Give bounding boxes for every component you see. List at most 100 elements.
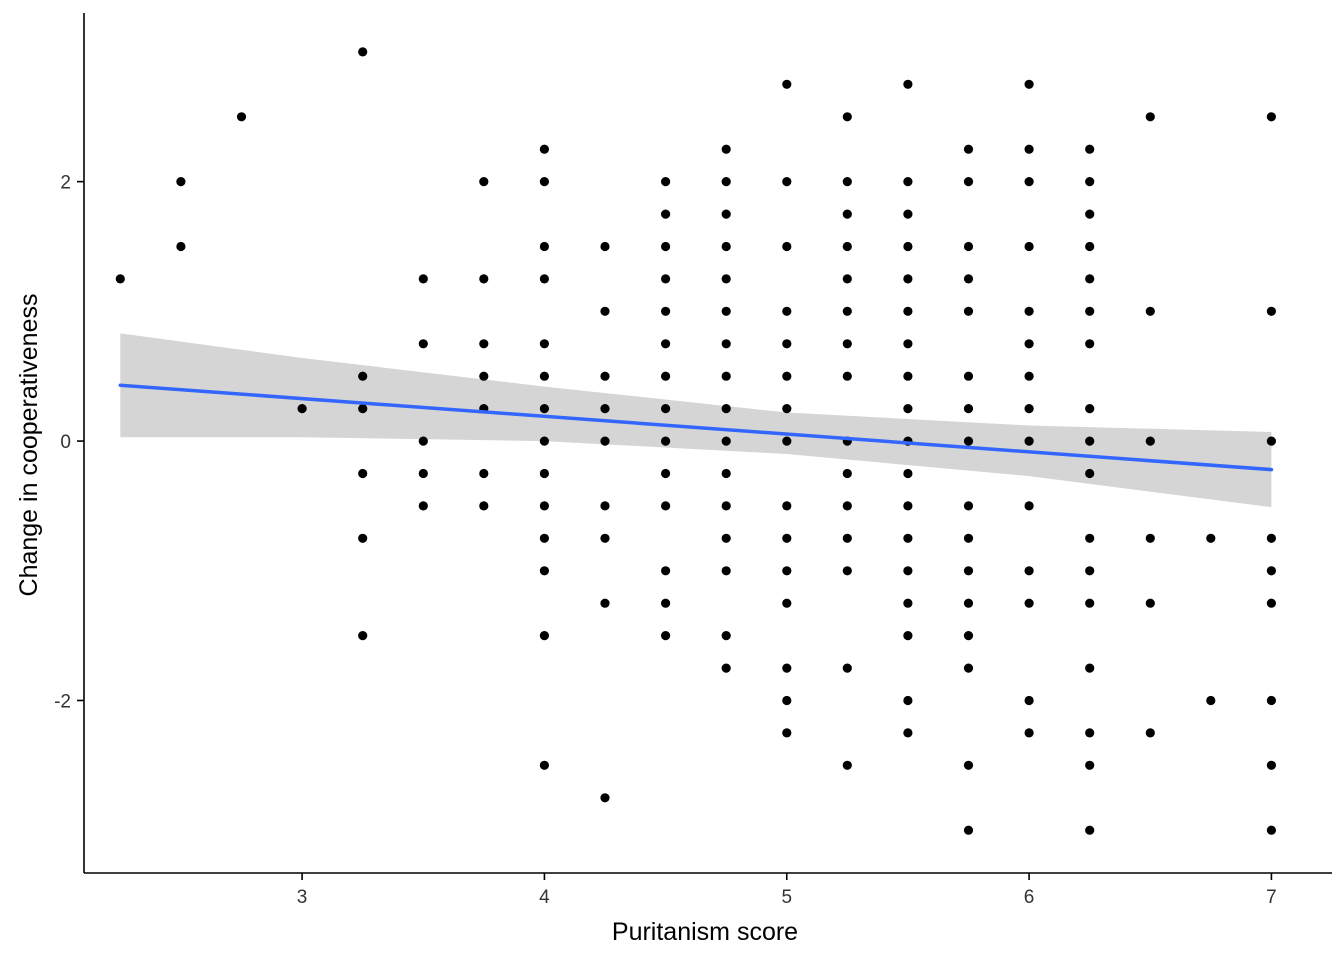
trend-line bbox=[118, 383, 1274, 472]
data-point bbox=[903, 404, 913, 414]
confidence-band bbox=[120, 333, 1272, 508]
data-point bbox=[842, 177, 852, 187]
data-point bbox=[539, 274, 550, 284]
data-point bbox=[1085, 728, 1095, 738]
data-point bbox=[1145, 533, 1155, 543]
data-point bbox=[963, 566, 974, 576]
data-point bbox=[539, 339, 550, 349]
data-point bbox=[539, 371, 550, 381]
data-point bbox=[903, 598, 913, 608]
data-point bbox=[1145, 112, 1155, 122]
data-point bbox=[782, 436, 792, 446]
data-point bbox=[721, 274, 731, 284]
x-tick-label: 5 bbox=[781, 887, 792, 908]
data-point bbox=[1024, 79, 1034, 89]
y-axis-title: Change in cooperativeness bbox=[15, 294, 43, 597]
data-point bbox=[600, 598, 610, 608]
data-point bbox=[479, 339, 489, 349]
data-point bbox=[236, 112, 247, 122]
data-point bbox=[963, 501, 974, 511]
data-point bbox=[479, 468, 489, 479]
data-point bbox=[1085, 436, 1095, 446]
data-point bbox=[963, 663, 974, 673]
data-point bbox=[1085, 566, 1095, 576]
data-point bbox=[1145, 436, 1155, 446]
data-point bbox=[963, 404, 974, 414]
data-point bbox=[1024, 339, 1034, 349]
data-point bbox=[1024, 241, 1034, 252]
data-point bbox=[842, 112, 852, 122]
data-point bbox=[782, 371, 792, 381]
data-point bbox=[903, 79, 913, 89]
x-tick-label: 7 bbox=[1266, 887, 1277, 908]
data-point bbox=[1266, 566, 1276, 576]
data-point bbox=[963, 598, 974, 608]
data-point bbox=[1085, 468, 1095, 479]
data-point bbox=[1024, 306, 1034, 316]
data-point bbox=[661, 306, 671, 316]
data-point bbox=[782, 79, 792, 89]
data-point bbox=[721, 631, 731, 641]
data-point bbox=[1085, 663, 1095, 673]
data-point bbox=[600, 241, 610, 252]
data-point bbox=[418, 339, 428, 349]
data-point bbox=[842, 468, 852, 479]
data-point bbox=[1145, 598, 1155, 608]
data-point bbox=[479, 371, 489, 381]
data-point bbox=[1206, 695, 1216, 706]
data-point bbox=[661, 177, 671, 187]
data-point bbox=[479, 177, 489, 187]
y-tick-label: 2 bbox=[60, 173, 71, 194]
x-tick-label: 3 bbox=[297, 887, 308, 908]
data-point bbox=[539, 144, 550, 154]
axes-layer: 3 4 5 6 7 -2 0 2 bbox=[54, 13, 1332, 908]
x-tick-label: 6 bbox=[1024, 887, 1035, 908]
data-point bbox=[782, 241, 792, 252]
data-point bbox=[539, 533, 550, 543]
data-point bbox=[782, 728, 792, 738]
data-point bbox=[1024, 177, 1034, 187]
data-point bbox=[1085, 598, 1095, 608]
data-point bbox=[721, 468, 731, 479]
data-point bbox=[1024, 371, 1034, 381]
data-point bbox=[1206, 533, 1216, 543]
data-point bbox=[721, 177, 731, 187]
data-point bbox=[903, 306, 913, 316]
data-point bbox=[661, 209, 671, 219]
data-point bbox=[1085, 306, 1095, 316]
data-point bbox=[1266, 760, 1276, 770]
data-point bbox=[903, 501, 913, 511]
data-point bbox=[782, 598, 792, 608]
data-point bbox=[115, 274, 125, 284]
data-point bbox=[963, 241, 974, 252]
data-point bbox=[963, 825, 974, 835]
data-point bbox=[1085, 209, 1095, 219]
data-point bbox=[842, 209, 852, 219]
data-point bbox=[963, 631, 974, 641]
data-point bbox=[358, 47, 368, 57]
data-point bbox=[1266, 533, 1276, 543]
data-point bbox=[661, 241, 671, 252]
data-point bbox=[600, 371, 610, 381]
data-point bbox=[721, 533, 731, 543]
data-point bbox=[963, 436, 974, 446]
data-point bbox=[903, 209, 913, 219]
data-point bbox=[963, 533, 974, 543]
data-point bbox=[418, 274, 428, 284]
data-point bbox=[1085, 760, 1095, 770]
data-point bbox=[782, 404, 792, 414]
data-point bbox=[539, 468, 550, 479]
data-point bbox=[358, 371, 368, 381]
data-point bbox=[963, 274, 974, 284]
data-point bbox=[539, 404, 550, 414]
data-point bbox=[661, 404, 671, 414]
data-point bbox=[782, 501, 792, 511]
data-point bbox=[358, 404, 368, 414]
data-point bbox=[721, 144, 731, 154]
data-point bbox=[963, 177, 974, 187]
data-point bbox=[903, 274, 913, 284]
data-point bbox=[1085, 339, 1095, 349]
data-point bbox=[963, 760, 974, 770]
data-point bbox=[1085, 274, 1095, 284]
